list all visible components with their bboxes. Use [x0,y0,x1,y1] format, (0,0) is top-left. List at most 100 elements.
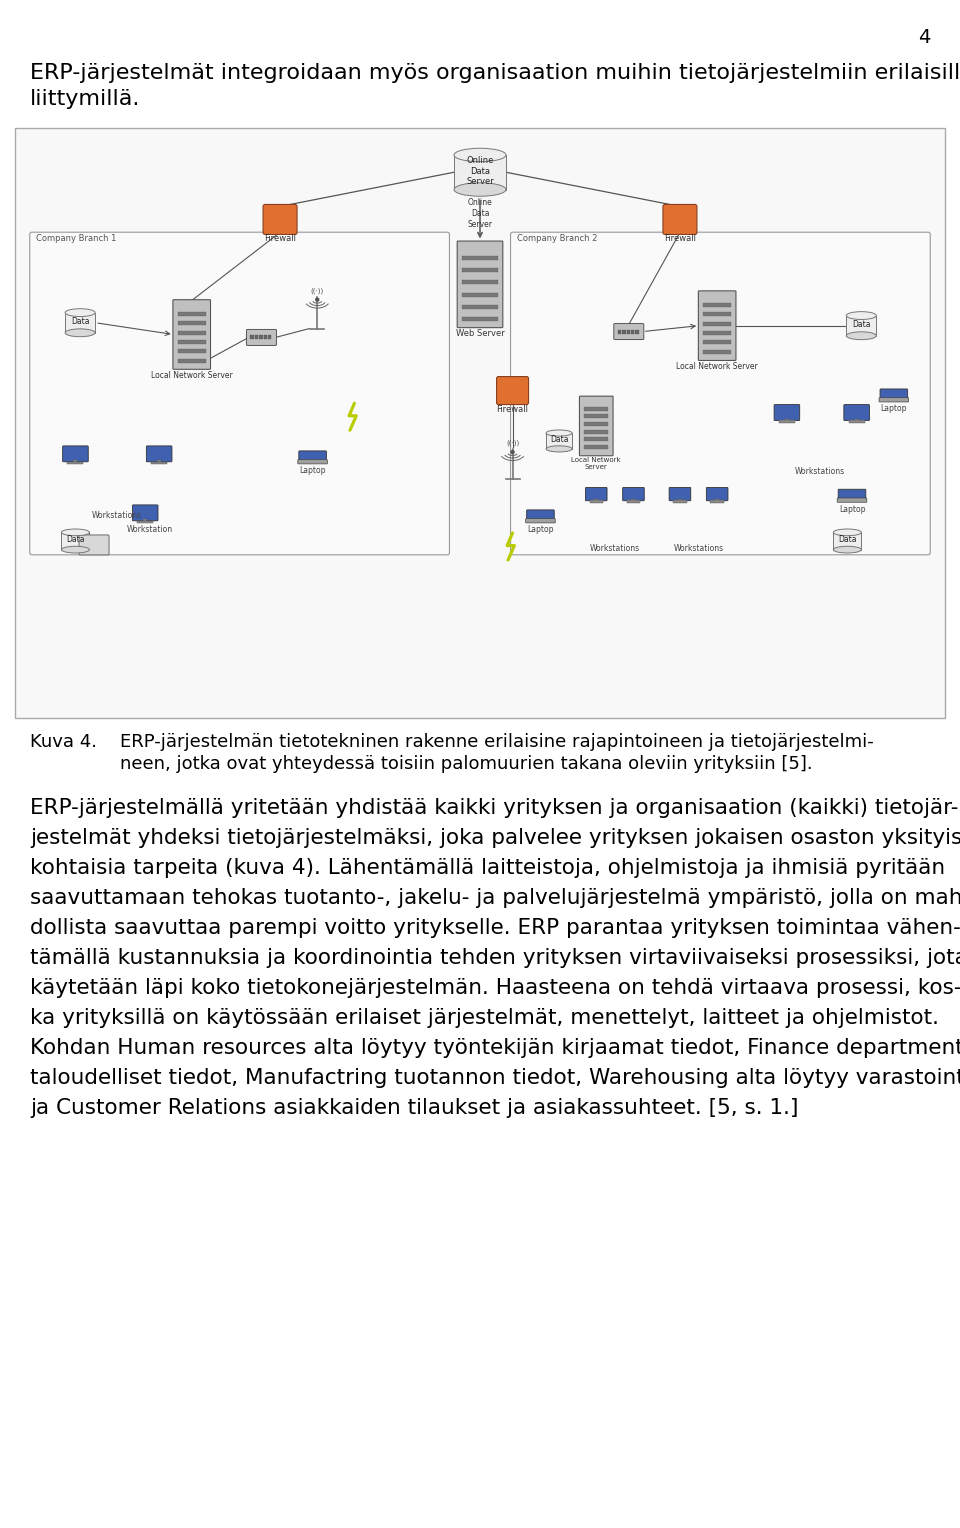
FancyBboxPatch shape [457,241,503,327]
Bar [854,419,858,420]
Bar [15,128,945,718]
Text: Laptop: Laptop [300,466,325,475]
Bar [618,330,621,333]
FancyBboxPatch shape [263,205,297,234]
Text: Firewall: Firewall [496,405,529,414]
Bar [178,359,205,362]
Bar [589,501,603,503]
Bar [264,336,267,339]
FancyBboxPatch shape [586,487,607,501]
Text: taloudelliset tiedot, Manufactring tuotannon tiedot, Warehousing alta löytyy var: taloudelliset tiedot, Manufactring tuota… [30,1068,960,1088]
FancyBboxPatch shape [879,397,909,402]
Text: liittymillä.: liittymillä. [30,89,140,108]
Text: Data: Data [71,318,89,325]
Bar [703,312,732,316]
Bar [585,414,609,419]
FancyBboxPatch shape [613,324,644,339]
Bar [631,330,635,333]
Text: Local Network Server: Local Network Server [151,370,232,379]
Bar [636,330,638,333]
Bar [151,461,167,465]
FancyBboxPatch shape [880,390,907,399]
FancyBboxPatch shape [298,460,327,465]
Text: Workstations: Workstations [589,544,640,553]
Bar [585,445,609,449]
FancyBboxPatch shape [838,489,866,500]
Bar [157,460,161,461]
Ellipse shape [65,329,95,336]
Bar [585,429,609,434]
FancyBboxPatch shape [62,446,88,461]
FancyBboxPatch shape [146,446,172,461]
Text: ERP-järjestelmät integroidaan myös organisaation muihin tietojärjestelmiin erila: ERP-järjestelmät integroidaan myös organ… [30,63,960,83]
Text: dollista saavuttaa parempi voitto yritykselle. ERP parantaa yrityksen toimintaa : dollista saavuttaa parempi voitto yrityk… [30,918,960,938]
Text: Company Branch 1: Company Branch 1 [36,234,116,243]
Bar [703,350,732,353]
Bar [585,422,609,426]
Ellipse shape [847,312,876,319]
FancyBboxPatch shape [774,405,800,420]
Circle shape [316,298,319,301]
Text: Online
Data
Server: Online Data Server [468,199,492,229]
Bar [254,336,258,339]
Bar [462,316,498,321]
Text: ka yrityksillä on käytössään erilaiset järjestelmät, menettelyt, laitteet ja ohj: ka yrityksillä on käytössään erilaiset j… [30,1008,939,1028]
Text: ((·)): ((·)) [311,287,324,293]
Text: neen, jotka ovat yhteydessä toisiin palomuurien takana oleviin yrityksiin [5].: neen, jotka ovat yhteydessä toisiin palo… [120,755,812,773]
Bar [462,304,498,309]
Bar [710,501,724,503]
Text: Workstations: Workstations [674,544,724,553]
Text: Laptop: Laptop [527,526,554,535]
Bar [251,336,253,339]
Text: ERP-järjestelmällä yritetään yhdistää kaikki yrityksen ja organisaation (kaikki): ERP-järjestelmällä yritetään yhdistää ka… [30,798,958,817]
Text: Local Network Server: Local Network Server [676,362,758,371]
Bar [849,420,865,423]
FancyBboxPatch shape [663,205,697,234]
Text: Data: Data [838,535,856,544]
Text: Web Server: Web Server [456,329,504,338]
FancyBboxPatch shape [247,330,276,345]
Ellipse shape [65,309,95,316]
FancyBboxPatch shape [526,518,555,523]
Bar [703,332,732,335]
Bar [178,339,205,344]
Text: Online
Data
Server: Online Data Server [467,156,493,186]
Ellipse shape [833,547,861,553]
Bar [178,330,205,335]
Ellipse shape [546,446,572,452]
Bar [703,341,732,344]
Bar [61,532,89,550]
Bar [585,437,609,442]
Text: Firewall: Firewall [264,234,296,243]
Bar [585,406,609,411]
Bar [259,336,263,339]
Bar [546,432,572,449]
Bar [833,532,861,550]
FancyBboxPatch shape [79,535,109,555]
Bar [627,330,630,333]
Ellipse shape [847,332,876,339]
FancyBboxPatch shape [527,510,554,521]
Bar [462,269,498,272]
FancyBboxPatch shape [496,376,529,405]
Bar [178,350,205,353]
Text: Data: Data [852,321,871,329]
FancyBboxPatch shape [30,232,449,555]
FancyBboxPatch shape [844,405,870,420]
Text: Kohdan Human resources alta löytyy työntekijän kirjaamat tiedot, Finance departm: Kohdan Human resources alta löytyy työnt… [30,1038,960,1057]
Text: Laptop: Laptop [880,405,907,414]
Text: jestelmät yhdeksi tietojärjestelmäksi, joka palvelee yrityksen jokaisen osaston : jestelmät yhdeksi tietojärjestelmäksi, j… [30,828,960,848]
FancyBboxPatch shape [698,290,736,361]
Text: Laptop: Laptop [839,504,865,513]
Text: Firewall: Firewall [664,234,696,243]
Bar [178,321,205,325]
FancyBboxPatch shape [623,487,644,501]
Bar [703,303,732,307]
Bar [673,501,686,503]
Ellipse shape [61,547,89,553]
Bar [67,461,84,465]
Ellipse shape [61,529,89,536]
Ellipse shape [546,429,572,435]
Bar [454,154,506,189]
Bar [65,313,95,333]
